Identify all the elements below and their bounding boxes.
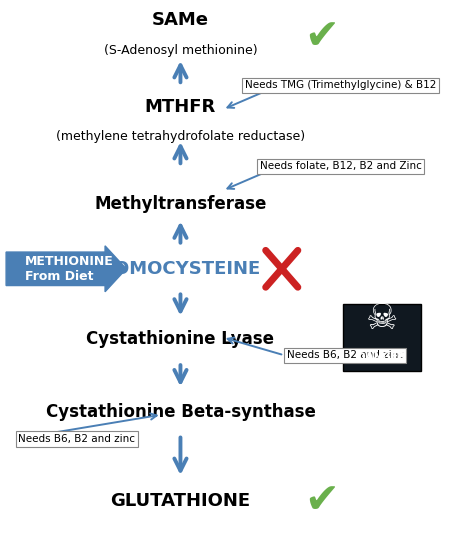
- Text: METHIONINE
From Diet: METHIONINE From Diet: [25, 255, 114, 283]
- FancyBboxPatch shape: [343, 304, 421, 371]
- Text: Cystathionine Beta-synthase: Cystathionine Beta-synthase: [46, 403, 315, 421]
- Text: ☠: ☠: [366, 302, 398, 336]
- FancyArrow shape: [6, 246, 126, 292]
- Text: (S-Adenosyl methionine): (S-Adenosyl methionine): [104, 43, 257, 56]
- Text: (methylene tetrahydrofolate reductase): (methylene tetrahydrofolate reductase): [56, 130, 305, 143]
- Text: HOMOCYSTEINE: HOMOCYSTEINE: [100, 260, 261, 278]
- Text: Needs B6, B2 and zinc: Needs B6, B2 and zinc: [18, 434, 135, 444]
- Text: Cystathionine Lyase: Cystathionine Lyase: [86, 330, 274, 348]
- Text: ✔: ✔: [304, 480, 339, 522]
- Text: Needs B6, B2 and zinc: Needs B6, B2 and zinc: [287, 350, 404, 360]
- Text: ✔: ✔: [304, 16, 339, 58]
- Text: Needs TMG (Trimethylglycine) & B12: Needs TMG (Trimethylglycine) & B12: [245, 80, 437, 90]
- Text: MTHFR: MTHFR: [145, 98, 216, 116]
- Text: GLUTATHIONE: GLUTATHIONE: [110, 492, 251, 510]
- Text: Needs folate, B12, B2 and Zinc: Needs folate, B12, B2 and Zinc: [260, 161, 421, 171]
- Text: DANGER: DANGER: [357, 352, 406, 362]
- Text: SAMe: SAMe: [152, 11, 209, 29]
- Text: Methyltransferase: Methyltransferase: [94, 195, 267, 213]
